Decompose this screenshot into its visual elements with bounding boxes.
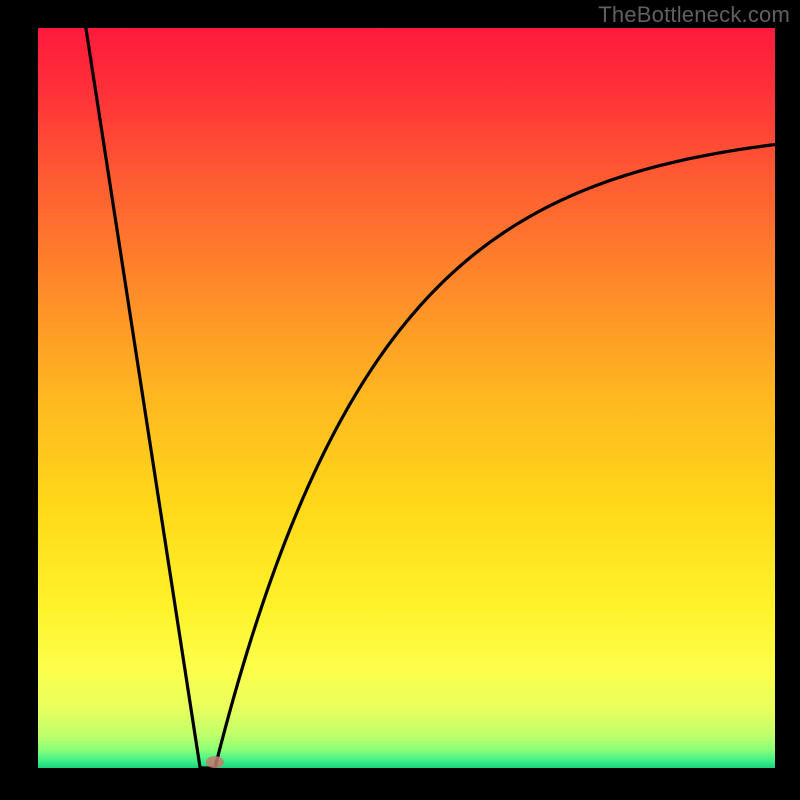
watermark-text: TheBottleneck.com [598,2,790,28]
gradient-background [38,28,775,768]
bottleneck-chart [38,28,775,768]
optimal-point-marker [206,756,224,768]
